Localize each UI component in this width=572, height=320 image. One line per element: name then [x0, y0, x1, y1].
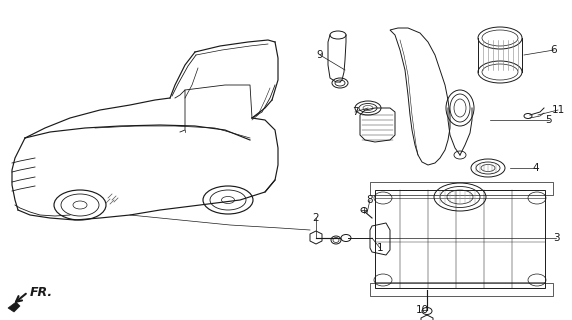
- Text: 4: 4: [533, 163, 539, 173]
- Text: 1: 1: [377, 243, 383, 253]
- Text: 5: 5: [546, 115, 553, 125]
- Text: 7: 7: [352, 107, 358, 117]
- Text: 11: 11: [551, 105, 565, 115]
- Text: 6: 6: [551, 45, 557, 55]
- Text: FR.: FR.: [30, 285, 53, 299]
- Text: 9: 9: [317, 50, 323, 60]
- Text: 8: 8: [367, 195, 374, 205]
- Polygon shape: [8, 302, 20, 312]
- Text: 3: 3: [553, 233, 559, 243]
- Text: 10: 10: [415, 305, 428, 315]
- Text: 2: 2: [313, 213, 319, 223]
